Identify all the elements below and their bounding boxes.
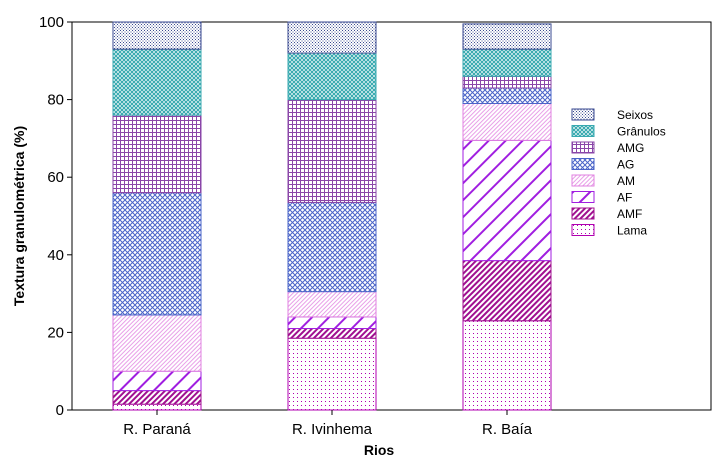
bar-segment-lama <box>112 403 202 411</box>
bar-segment-ag <box>112 192 202 316</box>
y-axis-title: Textura granulométrica (%) <box>11 126 27 306</box>
x-axis-title: Rios <box>364 442 395 457</box>
legend-swatch <box>571 125 595 137</box>
legend-label: Lama <box>617 224 647 238</box>
bar-segment-amf <box>462 260 552 322</box>
bar-segment-ag <box>287 201 377 293</box>
bars-group <box>112 21 552 411</box>
bar-segment-amg <box>462 75 552 89</box>
bar-segment-af <box>462 139 552 262</box>
legend-label: AG <box>617 158 634 172</box>
legend-label: AF <box>617 191 632 205</box>
legend-label: AMG <box>617 141 644 155</box>
y-tick-label: 80 <box>47 92 64 109</box>
bar-segment-gr-nulos <box>462 48 552 77</box>
legend-label: Seixos <box>617 108 653 122</box>
bar-segment-amf <box>112 390 202 405</box>
y-tick-label: 60 <box>47 169 64 186</box>
bar-segment-amf <box>287 328 377 339</box>
bar-segment-af <box>287 316 377 330</box>
legend: Seixos Grânulos AMG AG AM AF AMF Lama <box>571 108 666 238</box>
legend-label: Grânulos <box>617 125 666 139</box>
bar-segment-am <box>112 314 202 372</box>
legend-swatch <box>571 174 595 187</box>
bar-segment-seixos <box>462 23 552 50</box>
bar-segment-am <box>287 291 377 318</box>
bar-segment-seixos <box>287 21 377 54</box>
bar-segment-lama <box>287 337 377 411</box>
bar-segment-lama <box>462 320 552 411</box>
legend-swatch <box>571 207 595 220</box>
legend-swatch <box>571 224 595 236</box>
y-axis: 0 20 40 60 80 100 <box>39 14 72 419</box>
y-tick-label: 20 <box>47 324 64 341</box>
bar-segment-af <box>112 370 202 392</box>
legend-swatch <box>571 158 595 170</box>
bar-segment-ag <box>462 87 552 104</box>
x-tick-label: R. Baía <box>482 421 533 438</box>
x-axis: R. Paraná R. Ivinhema R. Baía <box>123 410 533 438</box>
y-tick-label: 100 <box>39 14 64 31</box>
bar-segment-amg <box>112 114 202 194</box>
legend-swatch <box>571 108 595 121</box>
legend-swatch <box>571 141 595 154</box>
x-tick-label: R. Paraná <box>123 421 191 438</box>
bar-segment-gr-nulos <box>112 48 202 116</box>
bar-segment-am <box>462 102 552 141</box>
y-tick-label: 0 <box>56 402 64 419</box>
plot-frame <box>71 21 712 411</box>
bar-segment-amg <box>287 99 377 203</box>
y-tick-label: 40 <box>47 247 64 264</box>
legend-swatch <box>571 191 595 203</box>
bar-segment-seixos <box>112 21 202 50</box>
legend-label: AMF <box>617 207 642 221</box>
legend-label: AM <box>617 174 635 188</box>
bar-segment-gr-nulos <box>287 52 377 101</box>
x-tick-label: R. Ivinhema <box>292 421 373 438</box>
